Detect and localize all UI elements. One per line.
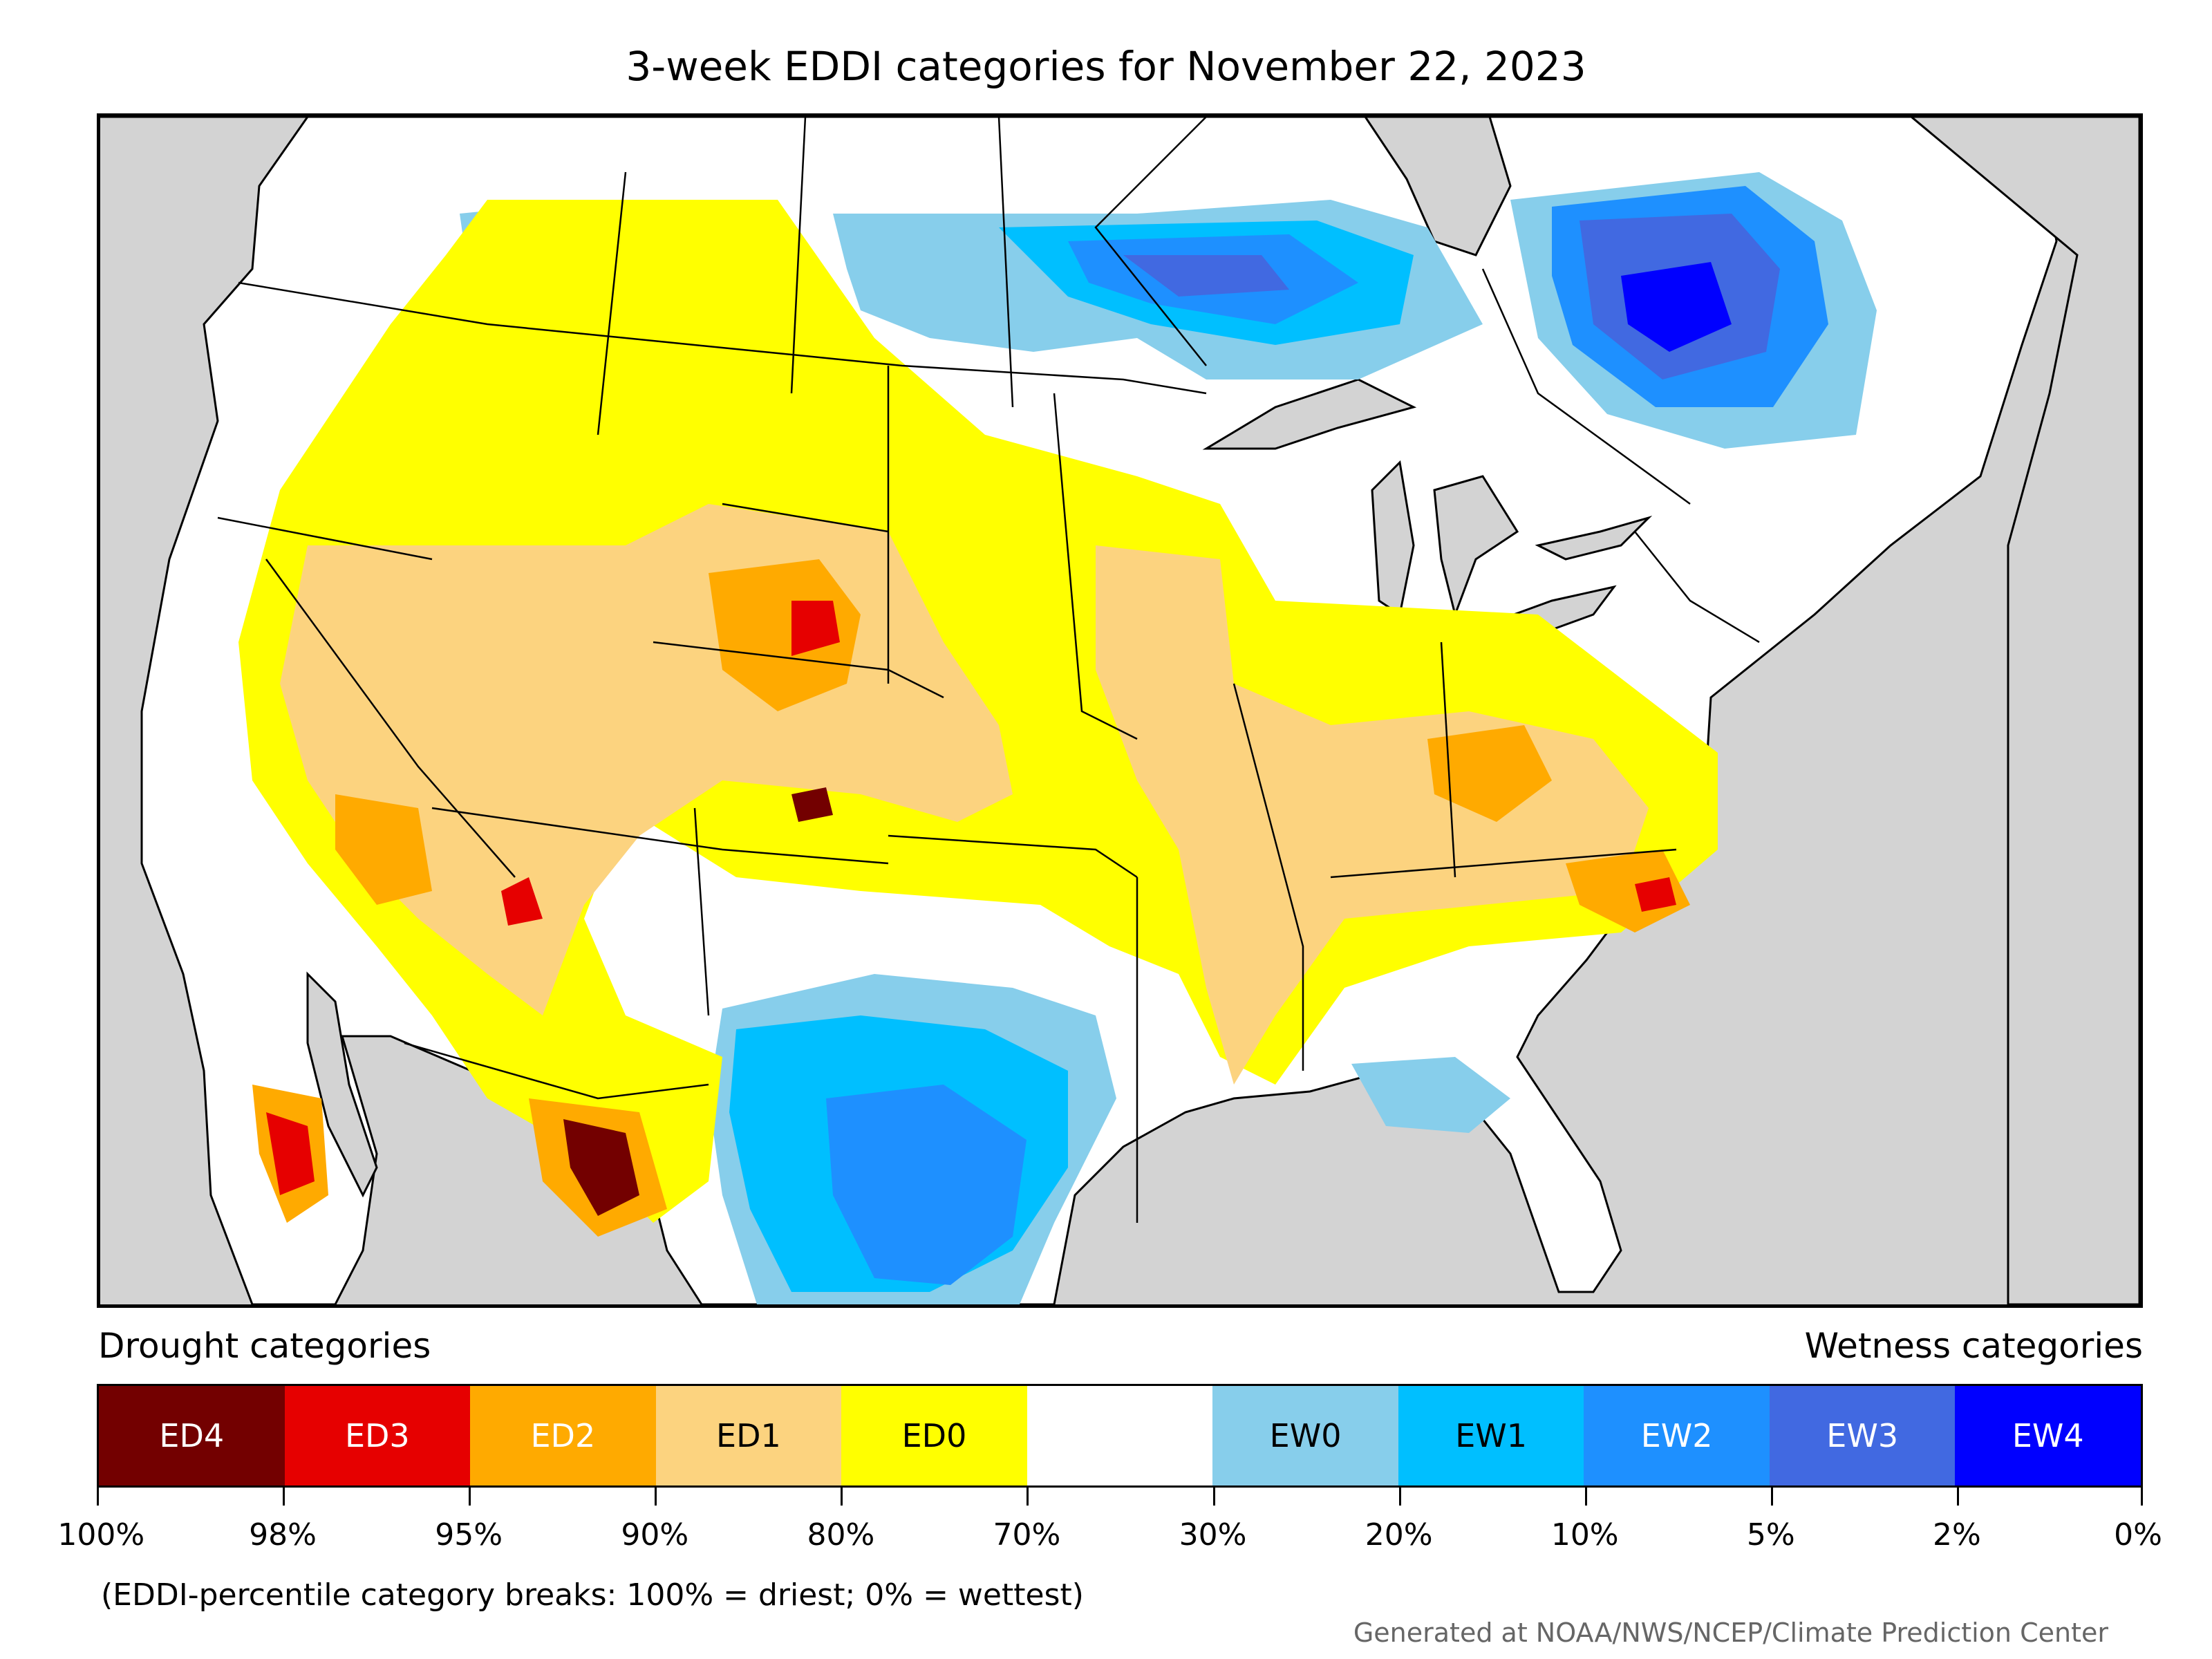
- northern-waters: [1364, 117, 2139, 1304]
- credit-line: Generated at NOAA/NWS/NCEP/Climate Predi…: [1353, 1618, 2108, 1648]
- colorbar-cell: ED4: [99, 1386, 285, 1485]
- colorbar-tick-label: 70%: [993, 1517, 1061, 1553]
- colorbar-cell: EW4: [1955, 1386, 2141, 1485]
- map-canvas: [100, 117, 2139, 1304]
- colorbar-cell: EW2: [1584, 1386, 1770, 1485]
- colorbar-tick-label: 100%: [57, 1517, 145, 1553]
- colorbar-tick: [1212, 1488, 1215, 1506]
- political-boundaries: [217, 117, 1760, 1223]
- colorbar-cell: ED0: [841, 1386, 1027, 1485]
- colorbar-cell: ED2: [470, 1386, 656, 1485]
- colorbar-tick: [283, 1488, 285, 1506]
- wetness-regions: [460, 172, 1877, 1304]
- wetness-categories-label: Wetness categories: [1804, 1326, 2143, 1366]
- colorbar-cell: [1027, 1386, 1213, 1485]
- colorbar-cell: ED3: [284, 1386, 471, 1485]
- colorbar-tick-label: 30%: [1179, 1517, 1247, 1553]
- colorbar-cell: EW0: [1212, 1386, 1398, 1485]
- colorbar-tick: [1398, 1488, 1401, 1506]
- colorbar-tick: [469, 1488, 471, 1506]
- category-breaks-note: (EDDI-percentile category breaks: 100% =…: [101, 1577, 1084, 1613]
- colorbar-tick: [1956, 1488, 1959, 1506]
- drought-categories-label: Drought categories: [98, 1326, 431, 1366]
- great-lakes: [1202, 378, 1653, 644]
- gulf-of-california: [306, 971, 378, 1198]
- colorbar-cell: ED1: [655, 1386, 842, 1485]
- colorbar-tick: [1770, 1488, 1773, 1506]
- map-title: 3-week EDDI categories for November 22, …: [626, 43, 1586, 90]
- colorbar-tick: [97, 1488, 99, 1506]
- colorbar-ticks: [97, 1488, 2143, 1515]
- colorbar-tick-label: 98%: [249, 1517, 317, 1553]
- colorbar-tick-label: 2%: [1933, 1517, 1981, 1553]
- drought-regions: [238, 200, 1718, 1237]
- colorbar-tick: [1584, 1488, 1587, 1506]
- colorbar-cell: EW1: [1398, 1386, 1584, 1485]
- colorbar-tick-label: 90%: [621, 1517, 689, 1553]
- colorbar-tick-label: 0%: [2114, 1517, 2162, 1553]
- category-colorbar: ED4 ED3 ED2 ED1 ED0 EW0 EW1 EW2 EW3 EW4: [97, 1384, 2143, 1488]
- colorbar-cell: EW3: [1769, 1386, 1956, 1485]
- colorbar-tick: [1027, 1488, 1029, 1506]
- colorbar-tick-label: 80%: [807, 1517, 875, 1553]
- colorbar-tick-label: 20%: [1365, 1517, 1433, 1553]
- colorbar-tick-label: 5%: [1746, 1517, 1795, 1553]
- colorbar-tick-label: 95%: [435, 1517, 503, 1553]
- colorbar-tick: [655, 1488, 657, 1506]
- colorbar-tick: [2141, 1488, 2143, 1506]
- colorbar-tick: [841, 1488, 843, 1506]
- colorbar-tick-label: 10%: [1550, 1517, 1619, 1553]
- eddi-map: [97, 113, 2143, 1308]
